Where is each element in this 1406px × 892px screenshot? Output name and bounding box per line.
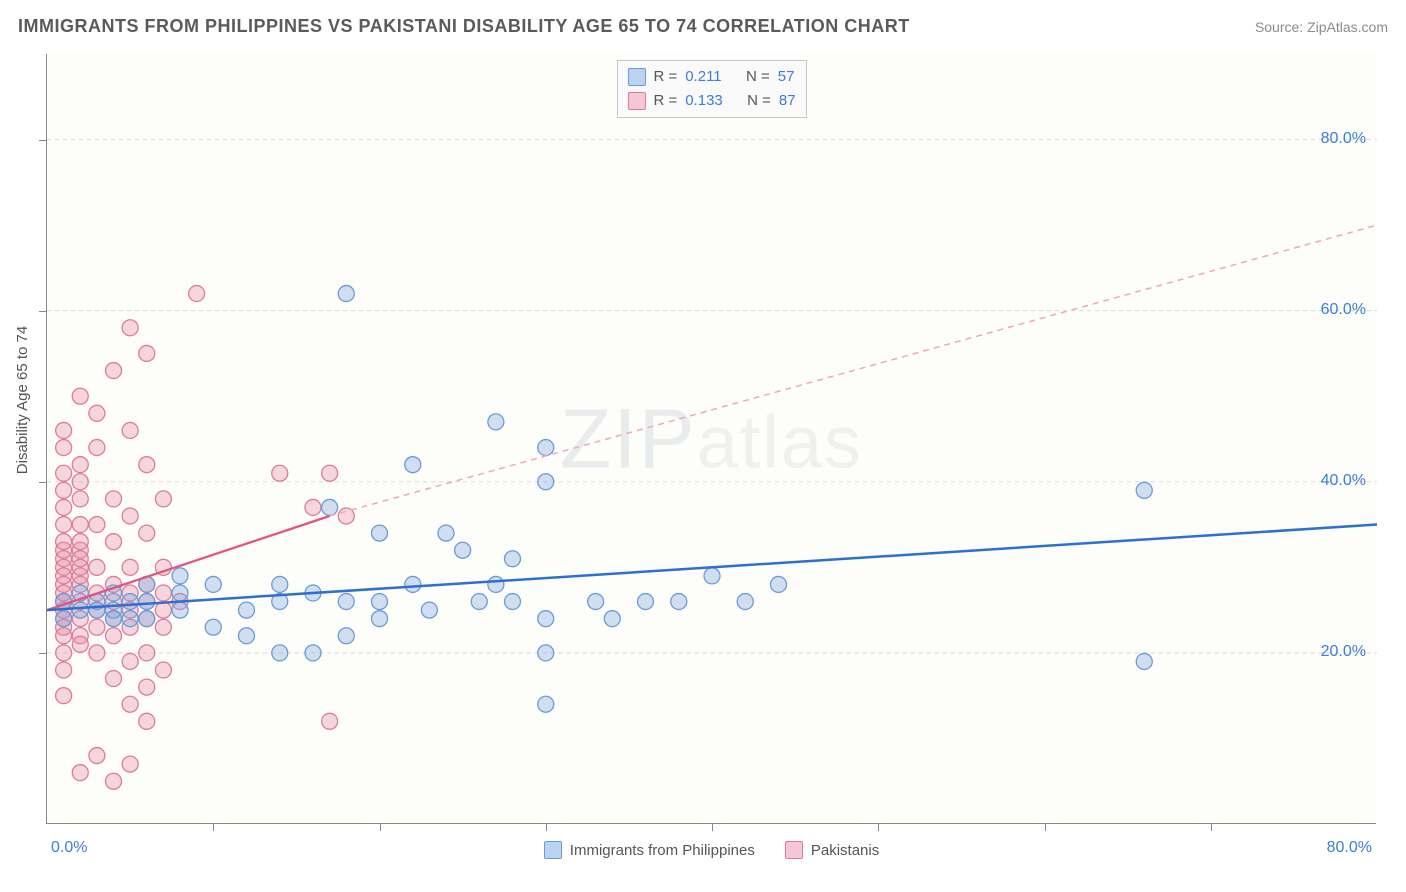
legend-bottom-item-1: Immigrants from Philippines [544,841,755,859]
title-bar: IMMIGRANTS FROM PHILIPPINES VS PAKISTANI… [18,16,1388,37]
legend-series-1-label: Immigrants from Philippines [570,842,755,859]
legend-swatch-1 [627,68,645,86]
chart-svg [47,54,1376,823]
r-label: R = [653,89,677,113]
legend-row-2: R = 0.133 N = 87 [627,89,795,113]
legend-swatch-2b [785,841,803,859]
y-tick-label: 60.0% [1321,301,1366,319]
source-label: Source: ZipAtlas.com [1255,19,1388,35]
n-value-2: 87 [779,89,796,113]
legend-bottom: Immigrants from Philippines Pakistanis [47,841,1376,859]
plot-area: ZIPatlas R = 0.211 N = 57 R = 0.133 N = … [46,54,1376,824]
legend-row-1: R = 0.211 N = 57 [627,65,795,89]
y-axis-label: Disability Age 65 to 74 [14,326,31,474]
x-axis-min-label: 0.0% [51,839,87,857]
chart-title: IMMIGRANTS FROM PHILIPPINES VS PAKISTANI… [18,16,910,37]
n-label: N = [747,89,771,113]
legend-series-2-label: Pakistanis [811,842,879,859]
n-value-1: 57 [778,65,795,89]
y-tick-label: 20.0% [1321,643,1366,661]
r-label: R = [653,65,677,89]
n-label: N = [746,65,770,89]
r-value-2: 0.133 [685,89,723,113]
legend-bottom-item-2: Pakistanis [785,841,879,859]
legend-swatch-2 [627,92,645,110]
y-tick-label: 80.0% [1321,130,1366,148]
y-tick-label: 40.0% [1321,472,1366,490]
r-value-1: 0.211 [685,65,721,89]
legend-top: R = 0.211 N = 57 R = 0.133 N = 87 [616,60,806,118]
legend-swatch-1b [544,841,562,859]
x-axis-max-label: 80.0% [1327,839,1372,857]
